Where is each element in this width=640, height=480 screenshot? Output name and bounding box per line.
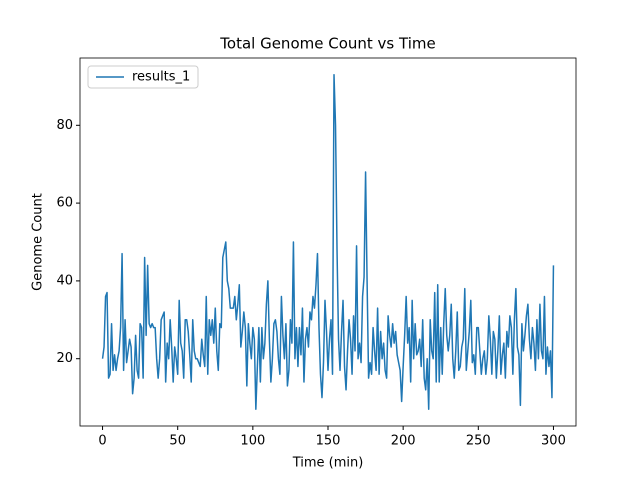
y-tick-label: 20 — [56, 351, 73, 366]
x-tick-label: 100 — [240, 434, 265, 449]
chart-title: Total Genome Count vs Time — [219, 35, 435, 53]
data-line — [101, 73, 555, 411]
y-tick-label: 80 — [56, 118, 73, 133]
x-axis-label: Time (min) — [292, 456, 364, 471]
x-tick-label: 250 — [466, 434, 491, 449]
plot-frame — [79, 57, 577, 427]
y-tick-label: 60 — [56, 196, 73, 211]
x-tick-label: 200 — [391, 434, 416, 449]
y-tick-label: 40 — [56, 273, 73, 288]
x-tick-label: 150 — [316, 434, 341, 449]
x-tick-label: 0 — [98, 434, 106, 449]
y-axis-label: Genome Count — [31, 193, 46, 291]
legend-label: results_1 — [132, 70, 190, 85]
legend-box — [87, 65, 199, 89]
x-tick-label: 50 — [169, 434, 186, 449]
x-tick-label: 300 — [541, 434, 566, 449]
